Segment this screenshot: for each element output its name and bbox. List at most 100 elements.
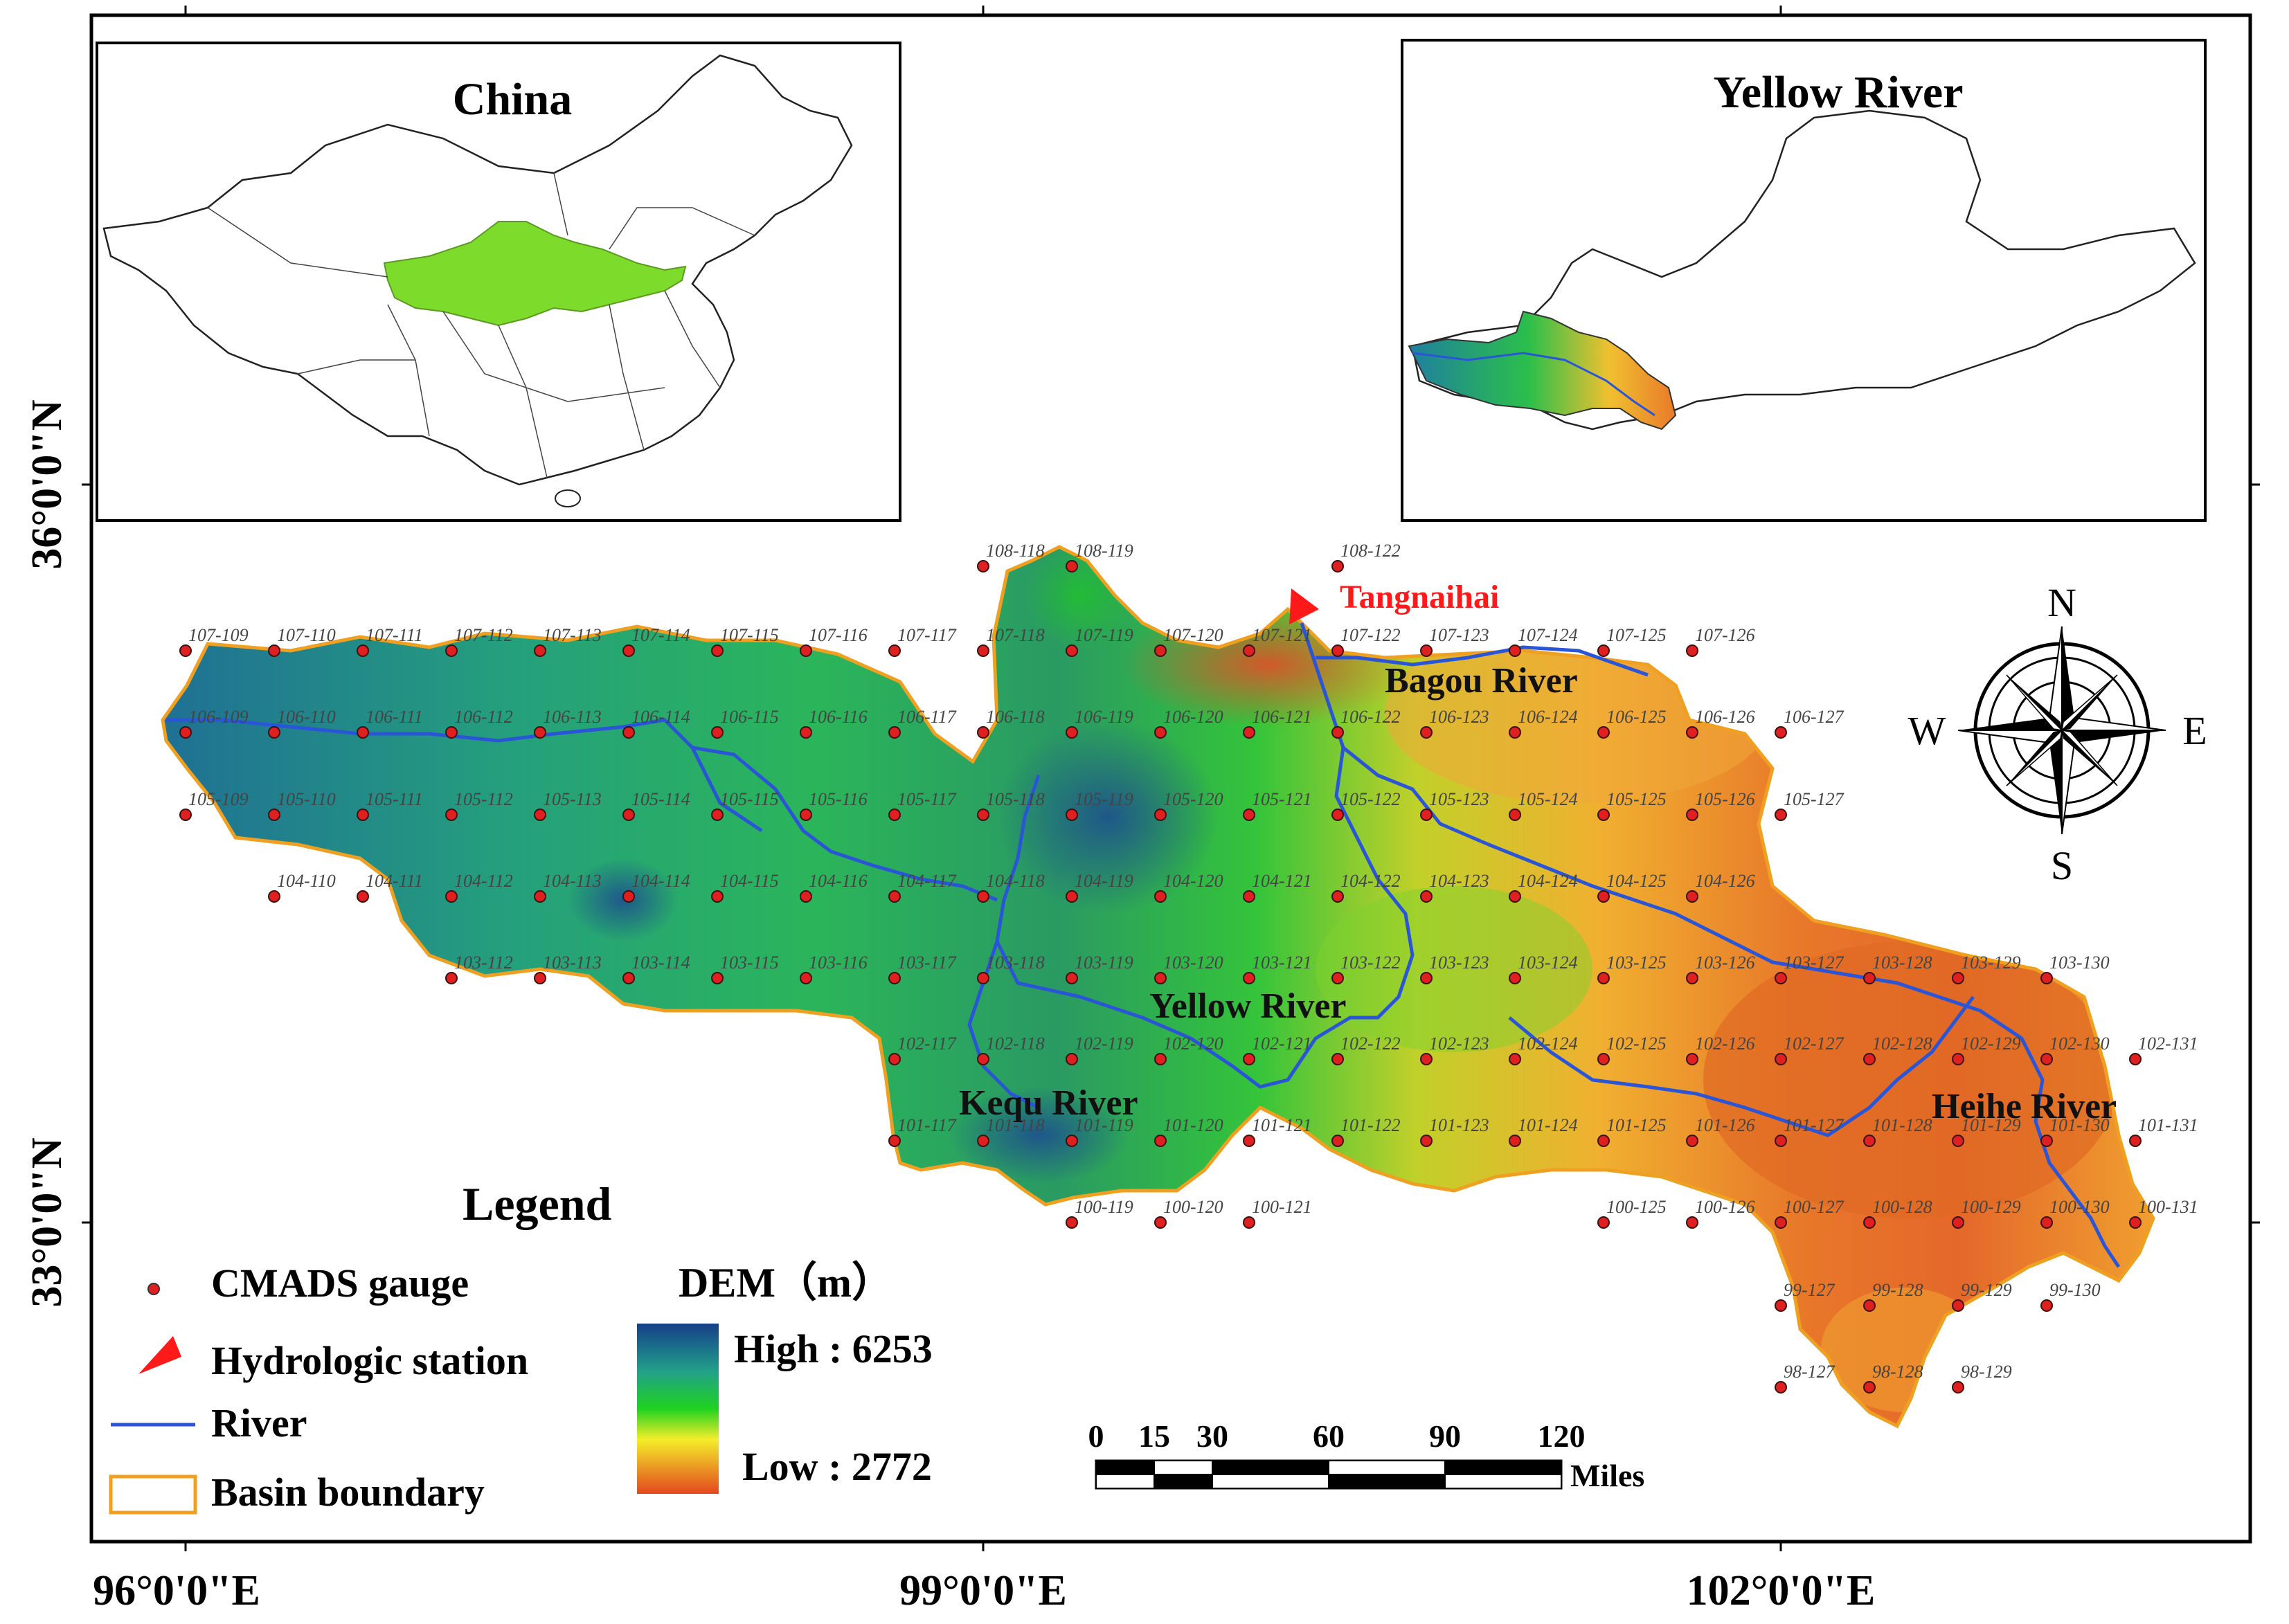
cmads-gauge: 103-120 — [1154, 953, 1223, 984]
gauge-label: 103-123 — [1429, 953, 1489, 973]
scale-bar-segment — [1444, 1460, 1562, 1475]
gauge-dot-icon — [977, 1135, 989, 1147]
cmads-gauge: 105-110 — [268, 789, 336, 821]
gauge-dot-icon — [534, 726, 546, 739]
gauge-dot-icon — [800, 890, 812, 903]
cmads-gauge: 106-120 — [1154, 707, 1223, 739]
cmads-gauge: 101-117 — [888, 1115, 957, 1147]
cmads-gauge: 107-115 — [711, 625, 779, 657]
cmads-gauge: 104-119 — [1066, 871, 1133, 903]
gauge-label: 103-122 — [1340, 953, 1401, 973]
gauge-dot-icon — [711, 644, 724, 657]
cmads-gauge: 100-131 — [2129, 1197, 2198, 1229]
cmads-gauge: 106-126 — [1686, 707, 1755, 739]
cmads-gauge: 104-120 — [1154, 871, 1223, 903]
cmads-gauge: 106-115 — [711, 707, 779, 739]
cmads-gauge: 105-112 — [445, 789, 513, 821]
gauge-label: 101-122 — [1340, 1115, 1401, 1135]
gauge-dot-icon — [1686, 644, 1698, 657]
gauge-label: 102-126 — [1695, 1034, 1755, 1054]
gauge-dot-icon — [1597, 1216, 1610, 1229]
station-marker-icon — [1289, 588, 1319, 624]
gauge-label: 107-110 — [277, 625, 336, 645]
gauge-label: 107-114 — [631, 625, 690, 645]
gauge-dot-icon — [888, 809, 901, 821]
gauge-dot-icon — [445, 890, 458, 903]
cmads-gauge: 106-114 — [622, 707, 690, 739]
gauge-label: 101-117 — [897, 1115, 957, 1135]
gauge-dot-icon — [1243, 1135, 1255, 1147]
gauge-dot-icon — [1331, 726, 1344, 739]
cmads-gauge: 102-124 — [1509, 1034, 1578, 1065]
cmads-gauge: 102-130 — [2040, 1034, 2110, 1065]
cmads-gauge: 100-125 — [1597, 1197, 1667, 1229]
gauge-dot-icon — [1686, 1053, 1698, 1065]
compass-s: S — [2051, 843, 2073, 888]
legend-station-label: Hydrologic station — [211, 1338, 528, 1383]
gauge-label: 101-118 — [986, 1115, 1045, 1135]
gauge-dot-icon — [1331, 1135, 1344, 1147]
scale-bar-segment — [1328, 1474, 1446, 1489]
gauge-label: 104-116 — [809, 871, 868, 891]
gauge-label: 103-112 — [454, 953, 513, 973]
gauge-dot-icon — [534, 809, 546, 821]
gauge-label: 106-115 — [720, 707, 779, 727]
scale-tick-label: 15 — [1138, 1418, 1170, 1454]
cmads-gauge: 104-110 — [268, 871, 336, 903]
lon-label-102: 102°0'0"E — [1687, 1567, 1876, 1614]
scale-bar-segment — [1328, 1460, 1446, 1475]
gauge-label: 107-116 — [809, 625, 868, 645]
gauge-label: 104-122 — [1340, 871, 1401, 891]
cmads-gauge: 103-122 — [1331, 953, 1401, 984]
cmads-gauge: 101-118 — [977, 1115, 1045, 1147]
gauge-label: 103-119 — [1075, 953, 1133, 973]
gauge-dot-icon — [1066, 890, 1078, 903]
cmads-gauge: 106-110 — [268, 707, 336, 739]
cmads-gauge: 101-127 — [1775, 1115, 1844, 1147]
compass-e: E — [2182, 708, 2207, 753]
gauge-label: 98-128 — [1872, 1362, 1923, 1382]
gauge-dot-icon — [1597, 972, 1610, 984]
cmads-gauge: 105-115 — [711, 789, 779, 821]
gauge-dot-icon — [357, 644, 369, 657]
gauge-dot-icon — [1952, 1381, 1964, 1393]
cmads-gauge: 103-127 — [1775, 953, 1844, 984]
cmads-gauge: 105-118 — [977, 789, 1045, 821]
cmads-gauge: 102-127 — [1775, 1034, 1844, 1065]
frame-ticks — [82, 6, 2260, 1551]
cmads-gauge: 101-125 — [1597, 1115, 1667, 1147]
gauge-label: 106-111 — [366, 707, 423, 727]
gauge-label: 101-129 — [1961, 1115, 2021, 1135]
gauge-dot-icon — [1420, 972, 1433, 984]
gauge-dot-icon — [977, 644, 989, 657]
cmads-gauge: 98-129 — [1952, 1362, 2012, 1393]
gauge-dot-icon — [888, 726, 901, 739]
cmads-gauge: 104-115 — [711, 871, 779, 903]
gauge-label: 107-112 — [454, 625, 513, 645]
cmads-gauge: 99-130 — [2040, 1280, 2101, 1312]
gauge-dot-icon — [1952, 1135, 1964, 1147]
scale-unit: Miles — [1570, 1458, 1644, 1493]
cmads-gauge: 101-126 — [1686, 1115, 1755, 1147]
gauge-label: 99-128 — [1872, 1280, 1923, 1300]
gauge-dot-icon — [1154, 1135, 1167, 1147]
scale-tick-label: 90 — [1429, 1418, 1461, 1454]
gauge-dot-icon — [1775, 1299, 1787, 1312]
gauge-dot-icon — [977, 726, 989, 739]
cmads-gauge: 107-119 — [1066, 625, 1133, 657]
gauge-dot-icon — [977, 972, 989, 984]
gauge-label: 107-119 — [1075, 625, 1133, 645]
cmads-gauge: 106-124 — [1509, 707, 1578, 739]
cmads-gauge: 100-120 — [1154, 1197, 1223, 1229]
gauge-dot-icon — [357, 890, 369, 903]
gauge-label: 106-126 — [1695, 707, 1755, 727]
gauge-label: 102-127 — [1784, 1034, 1844, 1054]
gauge-label: 107-120 — [1163, 625, 1223, 645]
yellow-river-source-region — [1408, 310, 1677, 431]
gauge-label: 105-120 — [1163, 789, 1223, 809]
gauge-label: 104-112 — [454, 871, 513, 891]
gauge-dot-icon — [711, 890, 724, 903]
gauge-label: 105-109 — [188, 789, 249, 809]
gauge-label: 102-121 — [1252, 1034, 1312, 1054]
gauge-dot-icon — [1509, 890, 1521, 903]
